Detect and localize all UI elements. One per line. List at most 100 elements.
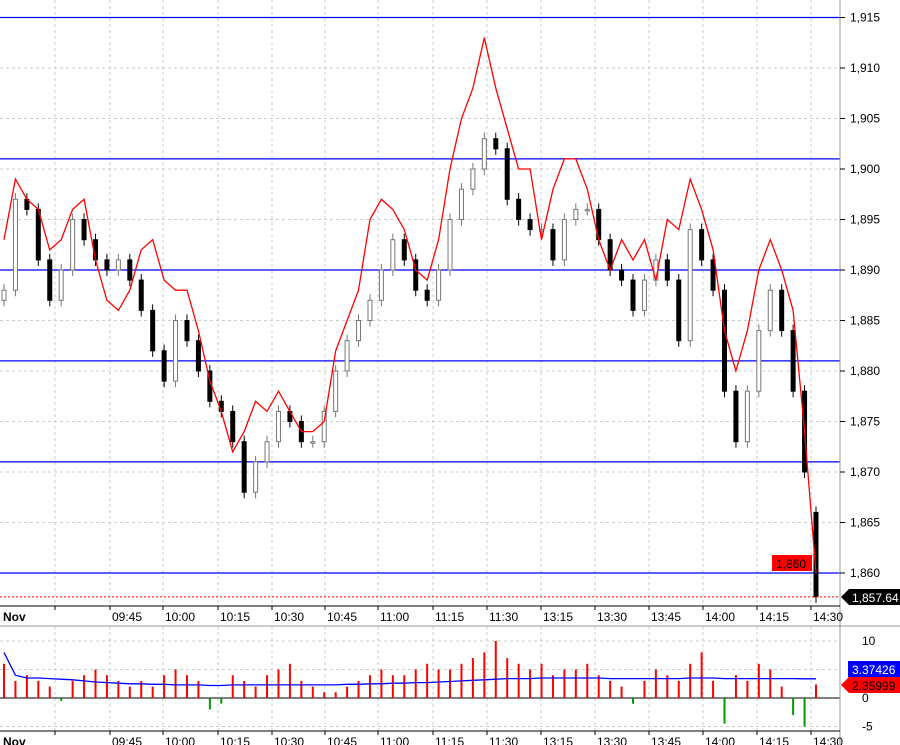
histogram-bar xyxy=(334,692,337,698)
level-price-label: 1,860 xyxy=(772,555,812,571)
histogram-bar xyxy=(60,698,63,701)
candle-body xyxy=(70,219,76,271)
candle xyxy=(481,132,487,176)
candle-body xyxy=(710,259,716,291)
histogram-bar xyxy=(769,669,772,698)
candle xyxy=(161,344,167,388)
histogram-bar xyxy=(449,669,452,698)
histogram-bar xyxy=(437,669,440,698)
time-label: 14:00 xyxy=(705,735,735,745)
time-label: 13:45 xyxy=(651,610,681,624)
candle xyxy=(12,193,18,297)
price-axis[interactable]: 1,915 1,910 1,905 1,900 1,895 1,890 1,885 1,880… xyxy=(840,11,880,581)
candle-body xyxy=(1,289,7,301)
candle-body xyxy=(138,279,144,311)
histogram-value-text: 2.35999 xyxy=(852,679,896,693)
price-tick-label: 1,915 xyxy=(850,11,880,25)
histogram-bar xyxy=(403,675,406,698)
histogram-bar xyxy=(597,675,600,698)
candle xyxy=(70,213,76,277)
candle xyxy=(367,294,373,327)
candle-body xyxy=(367,299,373,321)
price-tick-label: 1,865 xyxy=(850,516,880,530)
candle xyxy=(378,263,384,307)
histogram-bar xyxy=(563,669,566,698)
candle-body xyxy=(310,441,316,444)
candle xyxy=(630,274,636,317)
candle xyxy=(584,203,590,216)
time-axis-main: Nov 09:45 10:00 10:15 10:30 10:45 11:00 11:15 11… xyxy=(3,606,843,624)
histogram-bar xyxy=(220,698,223,704)
indicator-tick-label: 10 xyxy=(862,634,876,648)
candle xyxy=(390,233,396,277)
level-label-text: 1,860 xyxy=(776,557,806,571)
histogram-bar xyxy=(163,675,166,698)
time-label: 11:30 xyxy=(489,610,518,624)
time-label: 13:30 xyxy=(597,610,627,624)
month-label: Nov xyxy=(3,610,26,624)
signal-value-text: 3.37426 xyxy=(852,663,896,677)
candle-body xyxy=(344,340,350,372)
histogram-bar xyxy=(643,680,646,698)
red-line-series xyxy=(3,37,817,574)
histogram-bar xyxy=(357,680,360,698)
histogram-bar xyxy=(151,686,154,698)
histogram-bar xyxy=(14,680,17,698)
price-tick-label: 1,860 xyxy=(850,566,880,580)
time-label: 10:00 xyxy=(165,610,195,624)
histogram-bar xyxy=(471,658,474,698)
histogram-bar xyxy=(551,675,554,698)
candle-body xyxy=(424,289,430,301)
candle xyxy=(184,314,190,347)
histogram-bar xyxy=(117,680,120,698)
candle-body xyxy=(333,370,339,412)
histogram-bar xyxy=(128,686,131,698)
last-price-text: 1,857.64 xyxy=(852,591,899,605)
month-label: Nov xyxy=(3,735,26,745)
candle-body xyxy=(790,330,796,392)
time-label: 10:15 xyxy=(220,610,250,624)
histogram-bar xyxy=(746,680,749,698)
histogram-bar xyxy=(654,669,657,698)
candle-body xyxy=(104,259,110,271)
time-label: 13:15 xyxy=(543,610,573,624)
time-label: 10:00 xyxy=(165,735,195,745)
histogram-bar xyxy=(105,675,108,698)
candle-body xyxy=(436,269,442,301)
candle xyxy=(493,132,499,155)
time-label: 09:45 xyxy=(112,735,142,745)
candle-body xyxy=(115,259,121,271)
candle xyxy=(710,253,716,297)
candle-body xyxy=(699,229,705,261)
candle xyxy=(81,213,87,246)
histogram-bar xyxy=(529,669,532,698)
candle-body xyxy=(584,208,590,212)
histogram-bar xyxy=(689,663,692,698)
candle xyxy=(458,183,464,226)
candle xyxy=(264,435,270,468)
time-label: 11:15 xyxy=(435,610,464,624)
histogram-bar xyxy=(540,663,543,698)
candle xyxy=(550,223,556,266)
candle xyxy=(401,233,407,266)
candle xyxy=(619,263,625,287)
candle-body xyxy=(35,208,41,261)
candle-body xyxy=(641,279,647,311)
candle xyxy=(561,213,567,266)
histogram-bar xyxy=(277,669,280,698)
time-label: 10:30 xyxy=(274,610,304,624)
candle xyxy=(527,213,533,236)
candle xyxy=(104,253,110,277)
candle-body xyxy=(173,320,179,382)
horizontal-levels[interactable] xyxy=(0,16,840,574)
histogram-bar xyxy=(723,698,726,724)
time-label: 13:15 xyxy=(543,735,573,745)
candle-body xyxy=(561,219,567,261)
candle-body xyxy=(504,148,510,200)
histogram-value-label: 2.35999 xyxy=(841,677,900,693)
candle xyxy=(1,284,7,307)
candle-body xyxy=(161,350,167,382)
indicator-axis[interactable]: 10 0 -5 xyxy=(862,634,876,734)
histogram-bar xyxy=(94,669,97,698)
